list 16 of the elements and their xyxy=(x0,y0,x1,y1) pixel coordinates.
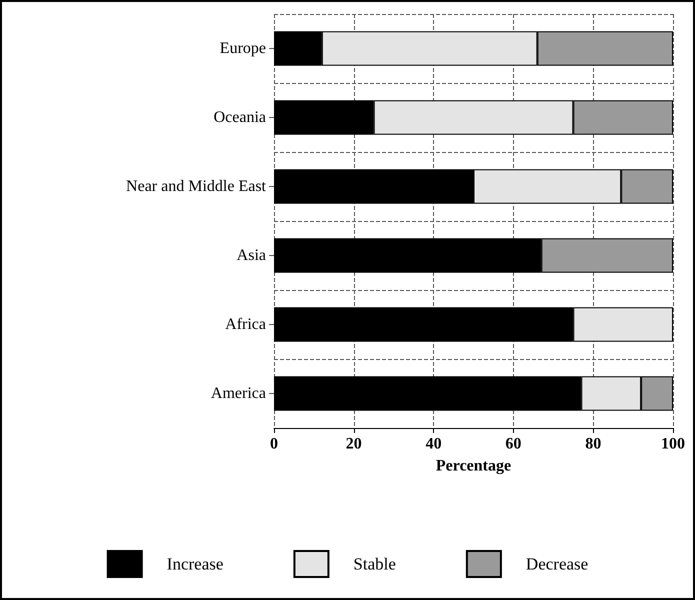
y-tick-label: Europe xyxy=(220,40,266,57)
legend-label: Stable xyxy=(353,554,396,574)
x-tick-label: 20 xyxy=(346,436,362,452)
x-tick-label: 100 xyxy=(661,436,685,452)
x-axis-title: Percentage xyxy=(436,458,512,474)
legend-label: Increase xyxy=(166,554,224,574)
y-tick-label: America xyxy=(210,385,266,402)
y-tick-label: Near and Middle East xyxy=(126,178,267,195)
x-tick-label: 0 xyxy=(270,436,278,452)
y-tick-label: Asia xyxy=(236,247,266,264)
y-tick-label: Oceania xyxy=(214,109,266,126)
x-tick-label: 80 xyxy=(585,436,602,452)
x-tick-label: 40 xyxy=(426,436,442,452)
x-tick-label: 60 xyxy=(505,436,522,452)
legend-label: Decrease xyxy=(526,554,588,574)
y-tick-label: Africa xyxy=(225,316,266,333)
